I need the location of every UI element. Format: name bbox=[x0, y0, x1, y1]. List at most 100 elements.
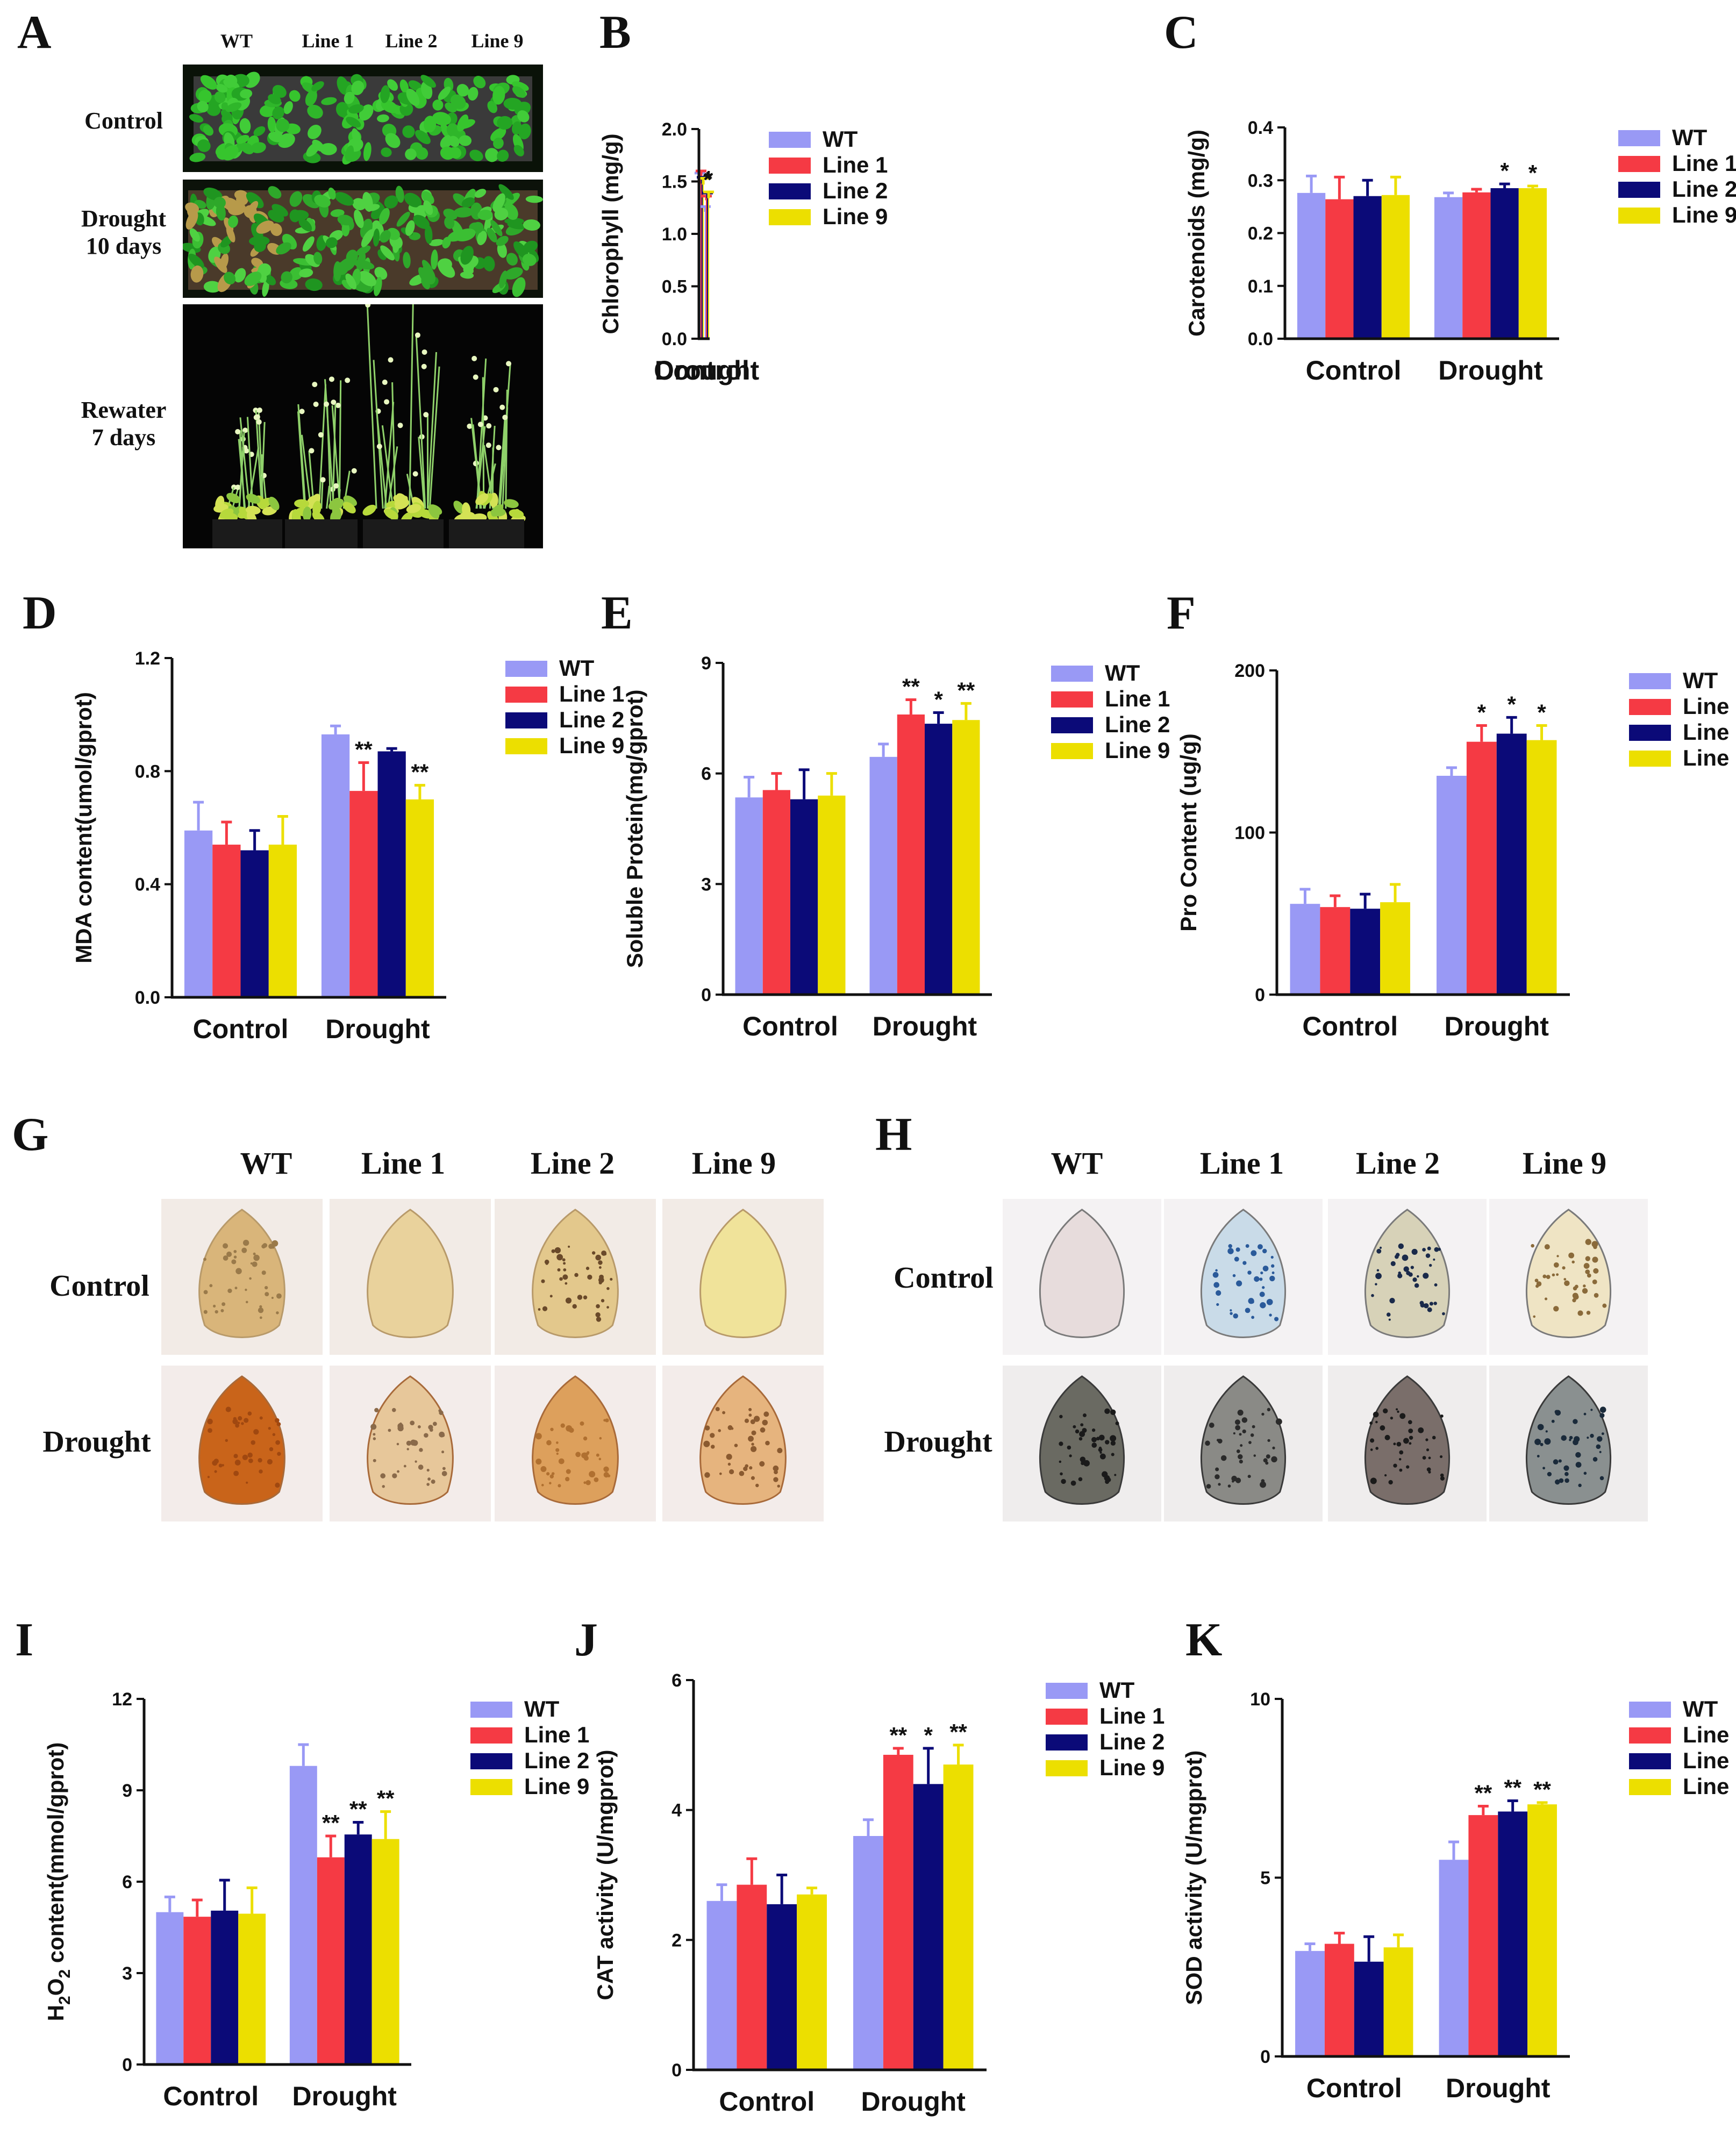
nbt-drought-speck bbox=[1239, 1433, 1242, 1436]
nbt-drought-speck bbox=[1098, 1447, 1103, 1452]
chart-k-category-label: Control bbox=[1306, 2073, 1402, 2103]
nbt-drought-speck bbox=[1375, 1420, 1378, 1424]
dab-control-speck bbox=[598, 1277, 604, 1283]
flower-head bbox=[235, 428, 241, 434]
dab-drought-speck bbox=[399, 1422, 402, 1425]
chart-k-bar bbox=[1295, 1951, 1325, 2056]
dab-drought-speck bbox=[272, 1433, 276, 1437]
dab-drought-speck bbox=[275, 1418, 280, 1423]
seedling-leaf bbox=[334, 192, 354, 206]
nbt-drought-speck bbox=[1383, 1408, 1388, 1414]
seedling-leaf bbox=[190, 265, 204, 283]
dab-drought-speck bbox=[703, 1440, 710, 1447]
chart-k-significance: ** bbox=[1504, 1775, 1521, 1801]
dab-control-speck bbox=[234, 1287, 238, 1290]
dab-control-leaf bbox=[367, 1209, 454, 1338]
dab-control-leaf bbox=[198, 1209, 285, 1338]
nbt-control-speck bbox=[1258, 1244, 1263, 1249]
dab-drought-speck bbox=[583, 1455, 589, 1461]
nbt-control-speck bbox=[1410, 1266, 1414, 1269]
dab-control-speck bbox=[253, 1254, 260, 1261]
dab-control-speck bbox=[213, 1304, 216, 1308]
dab-control-leaf bbox=[699, 1209, 787, 1338]
inflorescence-stem bbox=[326, 402, 332, 509]
dab-drought-speck bbox=[247, 1411, 252, 1416]
flower-head bbox=[422, 349, 427, 355]
chart-c-bar bbox=[1490, 188, 1519, 339]
chart-i-category-label: Control bbox=[163, 2081, 259, 2111]
nbt-drought-speck bbox=[1265, 1461, 1269, 1465]
seedling-leaf bbox=[234, 190, 248, 201]
nbt-control-speck bbox=[1245, 1244, 1249, 1248]
nbt-control-speck bbox=[1533, 1315, 1536, 1318]
chart-b-legend-label: Line 9 bbox=[823, 204, 888, 229]
panel-letter-h: H bbox=[875, 1109, 912, 1161]
dab-control-speck bbox=[606, 1287, 610, 1290]
nbt-drought-speck bbox=[1098, 1434, 1105, 1441]
seedling-leaf bbox=[366, 204, 380, 211]
dab-drought-speck bbox=[582, 1452, 588, 1459]
chart-j-legend-swatch bbox=[1046, 1760, 1088, 1776]
inflorescence-stem bbox=[338, 380, 342, 509]
dab-drought-speck bbox=[441, 1433, 445, 1437]
nbt-drought-speck bbox=[1215, 1474, 1220, 1480]
dab-drought-speck bbox=[418, 1464, 424, 1470]
dab-drought-speck bbox=[388, 1428, 391, 1432]
chart-d-significance: ** bbox=[411, 760, 429, 785]
dab-drought-speck bbox=[605, 1418, 609, 1423]
nbt-drought-speck bbox=[1559, 1478, 1564, 1483]
dab-drought-speck bbox=[583, 1481, 587, 1484]
nbt-drought-speck bbox=[1099, 1451, 1102, 1454]
nbt-control-speck bbox=[1592, 1279, 1597, 1284]
nbt-control-speck bbox=[1262, 1248, 1267, 1254]
dab-drought-speck bbox=[441, 1451, 445, 1454]
nbt-drought-speck bbox=[1263, 1458, 1268, 1463]
nbt-drought-speck bbox=[1390, 1416, 1394, 1420]
chart-e-legend-label: WT bbox=[1105, 660, 1140, 685]
nbt-control-speck bbox=[1534, 1278, 1539, 1283]
chart-f-category-label: Control bbox=[1302, 1011, 1398, 1041]
flower-head bbox=[467, 423, 473, 429]
dab-control-speck bbox=[559, 1277, 563, 1281]
seedling-leaf bbox=[281, 271, 292, 284]
nbt-control-speck bbox=[1556, 1273, 1559, 1276]
seedling-leaf bbox=[289, 90, 301, 102]
dab-control-speck bbox=[556, 1254, 563, 1261]
nbt-control-speck bbox=[1429, 1302, 1434, 1306]
flower-head bbox=[318, 432, 324, 438]
dab-drought-speck bbox=[439, 1410, 444, 1415]
flower-head bbox=[415, 332, 420, 338]
seedling-leaf bbox=[226, 225, 235, 242]
chart-f-legend-swatch bbox=[1629, 699, 1671, 715]
chart-k-bar bbox=[1468, 1815, 1498, 2056]
chart-c-bar bbox=[1325, 199, 1354, 339]
nbt-drought-speck bbox=[1080, 1423, 1084, 1427]
flower-head bbox=[313, 401, 319, 407]
nbt-control-cell bbox=[1489, 1199, 1648, 1355]
nbt-drought-speck bbox=[1425, 1438, 1428, 1441]
seedling-leaf bbox=[415, 130, 431, 145]
chart-j-bar bbox=[943, 1764, 974, 2070]
dab-control-speck bbox=[598, 1266, 602, 1269]
nbt-control-speck bbox=[1425, 1253, 1431, 1258]
nbt-control-speck bbox=[1438, 1247, 1441, 1251]
nbt-drought-speck bbox=[1439, 1455, 1443, 1459]
chart-b-bar bbox=[702, 183, 703, 339]
nbt-control-speck bbox=[1212, 1271, 1219, 1278]
nbt-drought-speck bbox=[1555, 1479, 1560, 1485]
dab-drought-speck bbox=[419, 1448, 423, 1452]
nbt-control-speck bbox=[1394, 1254, 1399, 1259]
chart-j-bar bbox=[853, 1836, 883, 2070]
nbt-drought-speck bbox=[1564, 1471, 1569, 1476]
dab-drought-speck bbox=[581, 1452, 587, 1459]
nbt-drought-speck bbox=[1569, 1435, 1573, 1440]
dab-control-speck bbox=[203, 1310, 208, 1314]
chart-i-legend-label: Line 1 bbox=[524, 1722, 589, 1747]
nbt-drought-speck bbox=[1069, 1454, 1072, 1458]
inflorescence-stem bbox=[331, 405, 341, 509]
flower-head bbox=[242, 427, 248, 433]
nbt-control-speck bbox=[1563, 1278, 1567, 1281]
nbt-control-speck bbox=[1573, 1286, 1577, 1291]
seedling-leaf bbox=[496, 235, 509, 246]
seedling-leaf bbox=[381, 100, 398, 113]
